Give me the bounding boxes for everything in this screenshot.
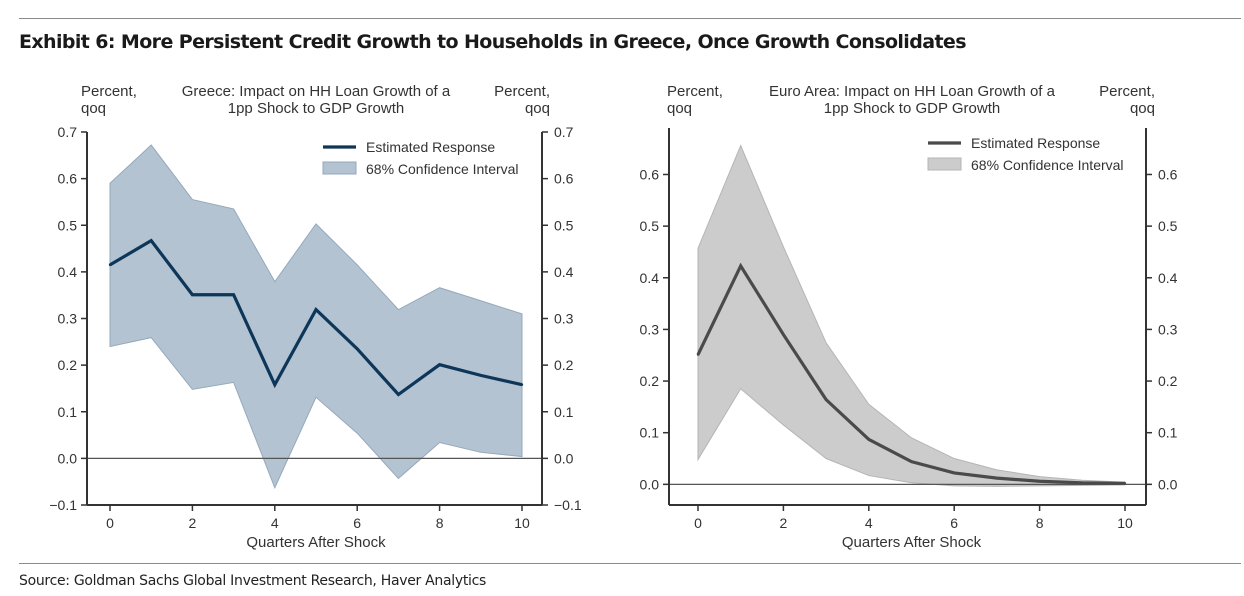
data-point xyxy=(438,363,441,366)
y-tick-label-right: 0.5 xyxy=(1158,218,1178,234)
legend-label: 68% Confidence Interval xyxy=(366,161,519,177)
data-point xyxy=(824,398,828,401)
x-tick-label: 8 xyxy=(1036,515,1044,531)
data-point xyxy=(867,438,870,441)
y-tick-label-left: 0.2 xyxy=(640,373,660,389)
right-axis-unit: Percent, xyxy=(1099,83,1155,100)
data-point xyxy=(995,476,999,480)
data-point xyxy=(108,263,112,267)
data-point xyxy=(739,264,742,268)
bottom-rule xyxy=(19,563,1241,564)
data-point xyxy=(910,460,913,463)
y-tick-label-right: 0.4 xyxy=(554,264,574,280)
data-point xyxy=(520,383,524,386)
data-point xyxy=(1081,481,1084,484)
y-tick-label-left: −0.1 xyxy=(49,497,77,513)
y-tick-label-left: 0.1 xyxy=(58,404,78,420)
y-tick-label-right: 0.0 xyxy=(554,450,574,466)
data-point xyxy=(1038,480,1041,483)
left-axis-unit: qoq xyxy=(81,100,106,117)
legend-band-swatch xyxy=(322,161,357,175)
confidence-band xyxy=(109,144,523,490)
y-tick-label-left: 0.4 xyxy=(640,270,660,286)
y-tick-label-left: 0.0 xyxy=(640,476,660,492)
data-point xyxy=(953,471,956,475)
y-tick-label-left: 0.2 xyxy=(58,357,78,373)
y-tick-label-right: 0.3 xyxy=(554,311,574,327)
exhibit-title: Exhibit 6: More Persistent Credit Growth… xyxy=(19,31,967,53)
left-axis-unit: Percent, xyxy=(667,83,723,100)
right-axis-unit: Percent, xyxy=(494,83,550,100)
y-tick-label-right: 0.1 xyxy=(1158,425,1178,441)
y-tick-label-right: 0.7 xyxy=(554,124,574,140)
legend-label: Estimated Response xyxy=(971,135,1100,151)
y-tick-label-right: 0.1 xyxy=(554,404,574,420)
data-point xyxy=(696,353,700,356)
data-point xyxy=(191,293,194,296)
x-tick-label: 0 xyxy=(106,515,114,531)
x-tick-label: 2 xyxy=(189,515,197,531)
x-axis-label: Quarters After Shock xyxy=(842,534,982,551)
right-axis-unit: qoq xyxy=(525,100,550,117)
source-note: Source: Goldman Sachs Global Investment … xyxy=(19,573,487,589)
data-point xyxy=(356,347,359,351)
y-tick-label-right: 0.5 xyxy=(554,217,574,233)
y-tick-label-left: 0.5 xyxy=(640,218,660,234)
x-axis-label: Quarters After Shock xyxy=(246,534,386,551)
top-rule xyxy=(19,18,1241,19)
y-tick-label-right: 0.6 xyxy=(1158,166,1178,182)
y-tick-label-right: 0.6 xyxy=(554,171,574,187)
y-tick-label-left: 0.5 xyxy=(58,217,78,233)
x-tick-label: 2 xyxy=(780,515,788,531)
right-axis-unit: qoq xyxy=(1130,100,1155,117)
y-tick-label-left: 0.6 xyxy=(58,171,78,187)
chart-title: Greece: Impact on HH Loan Growth of a xyxy=(182,83,451,100)
x-tick-label: 10 xyxy=(514,515,530,531)
x-tick-label: 10 xyxy=(1117,515,1133,531)
y-tick-label-right: −0.1 xyxy=(554,497,582,513)
chart-title: 1pp Shock to GDP Growth xyxy=(228,100,404,117)
y-tick-label-left: 0.3 xyxy=(58,311,78,327)
y-tick-label-right: 0.3 xyxy=(1158,321,1178,337)
y-tick-label-right: 0.2 xyxy=(1158,373,1178,389)
y-tick-label-left: 0.7 xyxy=(58,124,78,140)
data-point xyxy=(479,374,482,377)
y-tick-label-left: 0.4 xyxy=(58,264,78,280)
data-point xyxy=(314,308,318,311)
data-point xyxy=(782,333,785,336)
x-tick-label: 4 xyxy=(271,515,279,531)
confidence-band xyxy=(697,144,1126,487)
x-tick-label: 4 xyxy=(865,515,873,531)
y-tick-label-right: 0.4 xyxy=(1158,270,1178,286)
chart-title: Euro Area: Impact on HH Loan Growth of a xyxy=(769,83,1056,100)
legend-band-swatch xyxy=(927,157,962,171)
y-tick-label-right: 0.2 xyxy=(554,357,574,373)
y-tick-label-left: 0.3 xyxy=(640,321,660,337)
x-tick-label: 8 xyxy=(436,515,444,531)
x-tick-label: 0 xyxy=(694,515,702,531)
y-tick-label-left: 0.0 xyxy=(58,450,78,466)
legend-label: Estimated Response xyxy=(366,139,495,155)
data-point xyxy=(232,293,235,296)
data-point xyxy=(273,383,276,386)
left-axis-unit: qoq xyxy=(667,100,692,117)
x-tick-label: 6 xyxy=(353,515,361,531)
left-axis-unit: Percent, xyxy=(81,83,137,100)
x-tick-label: 6 xyxy=(950,515,958,531)
y-tick-label-left: 0.1 xyxy=(640,425,660,441)
y-tick-label-right: 0.0 xyxy=(1158,476,1178,492)
chart-title: 1pp Shock to GDP Growth xyxy=(824,100,1000,117)
data-point xyxy=(150,239,153,242)
y-tick-label-left: 0.6 xyxy=(640,166,660,182)
data-point xyxy=(397,393,400,396)
data-point xyxy=(1123,482,1127,485)
legend-label: 68% Confidence Interval xyxy=(971,157,1124,173)
